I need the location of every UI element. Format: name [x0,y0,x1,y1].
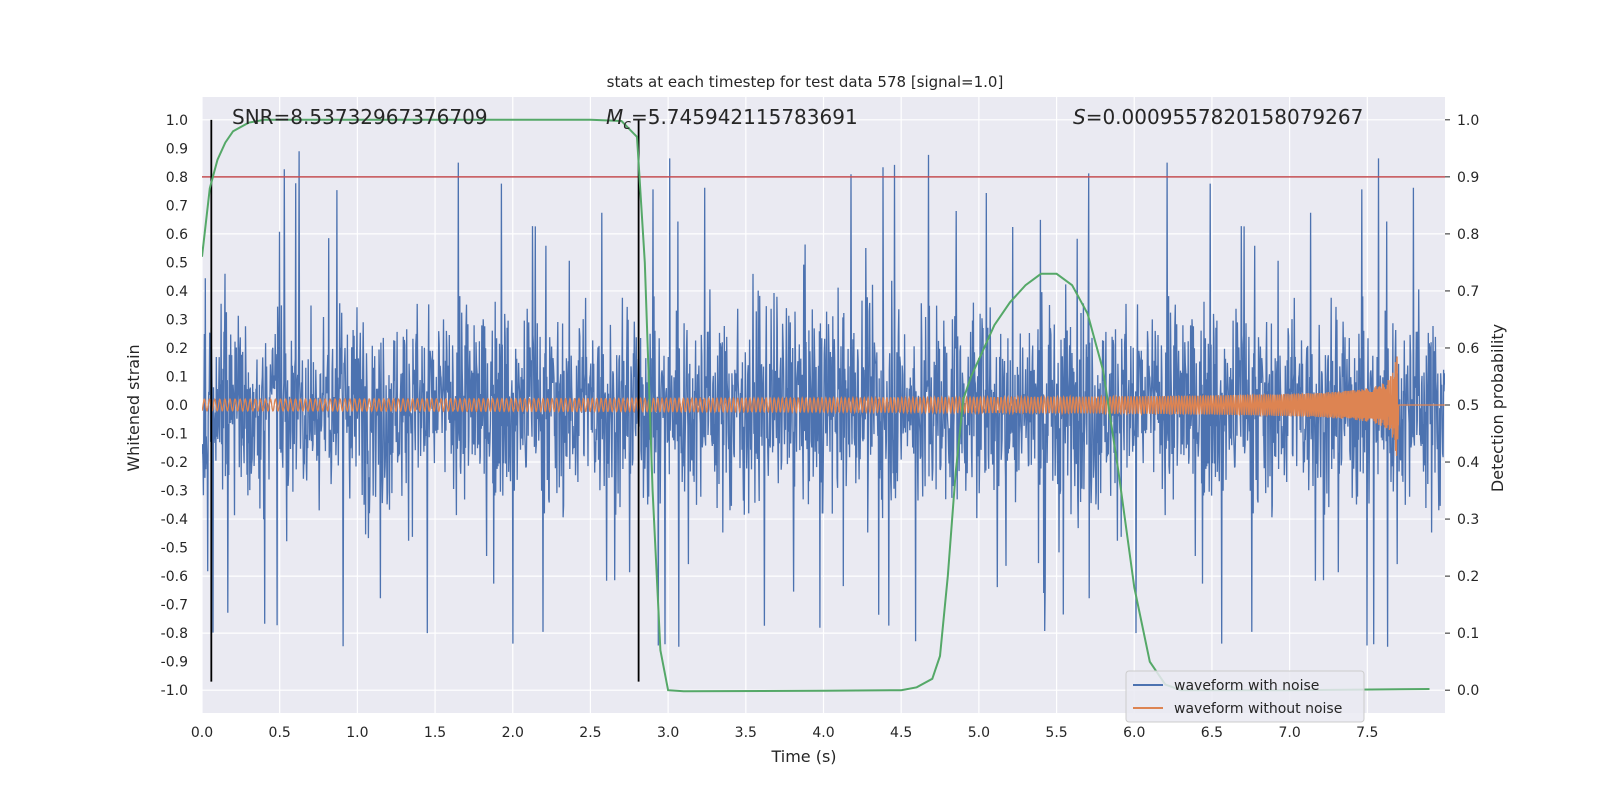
chirp-mass-subscript: c [623,117,631,133]
plot-series-group [202,118,1445,693]
y-tick-label-left: -0.7 [161,598,188,614]
y-tick-label-left: 0.8 [166,170,188,186]
x-tick-label: 7.0 [1278,725,1300,741]
y-tick-label-left: 0.3 [166,312,188,328]
y-tick-label-left: -0.3 [161,484,188,500]
legend-label-clean: waveform without noise [1174,701,1342,717]
y-tick-label-right: 0.3 [1457,512,1479,528]
y-tick-label-left: -1.0 [161,683,188,699]
chirp-mass-symbol: M [606,105,623,129]
x-tick-label: 1.0 [346,725,368,741]
x-tick-label: 6.5 [1201,725,1223,741]
y-tick-label-right: 0.4 [1457,455,1479,471]
snr-annotation: SNR=8.53732967376709 [232,105,488,129]
series-line-waveform-with-noise [202,151,1445,647]
y-axis-label-right: Detection probability [1488,324,1507,492]
y-tick-label-left: -0.8 [161,626,188,642]
y-tick-label-right: 0.2 [1457,569,1479,585]
y-tick-label-right: 1.0 [1457,113,1479,129]
x-tick-label: 5.5 [1045,725,1067,741]
plot-area: 0.0 0.5 1.0 1.5 2.0 2.5 3.0 3.5 4.0 4.5 5.0 5.5 6.0 6… [161,97,1479,741]
y-tick-label-right: 0.0 [1457,683,1479,699]
y-tick-label-left: 0.0 [166,398,188,414]
y-tick-label-left: -0.4 [161,512,188,528]
chart-title: stats at each timestep for test data 578… [607,73,1004,91]
y-tick-label-right: 0.6 [1457,341,1479,357]
x-tick-label: 4.5 [890,725,912,741]
x-tick-label: 3.5 [735,725,757,741]
x-axis-label: Time (s) [770,747,836,766]
x-tick-label: 0.5 [269,725,291,741]
x-tick-label: 4.0 [812,725,834,741]
legend-box [1125,670,1365,723]
legend-label-noise: waveform with noise [1174,678,1319,694]
x-tick-label: 2.0 [502,725,524,741]
s-value: =0.0009557820158079267 [1086,105,1364,129]
y-tick-label-left: -0.1 [161,427,188,443]
y-tick-label-left: 0.5 [166,255,188,271]
y-tick-label-left: 0.6 [166,227,188,243]
y-tick-label-left: 0.2 [166,341,188,357]
y-tick-label-right: 0.7 [1457,284,1479,300]
y-tick-label-left: -0.5 [161,541,188,557]
y-tick-label-right: 0.5 [1457,398,1479,414]
x-tick-label: 3.0 [657,725,679,741]
x-tick-label: 1.5 [424,725,446,741]
x-tick-label: 6.0 [1123,725,1145,741]
y-tick-label-left: 0.4 [166,284,188,300]
x-tick-label: 5.0 [968,725,990,741]
y-tick-label-left: -0.2 [161,455,188,471]
y-tick-label-left: -0.6 [161,569,188,585]
series-line-detection-probability [202,118,1430,693]
y-tick-label-left: 0.9 [166,141,188,157]
chirp-mass-annotation: Mc=5.745942115783691 [606,105,858,133]
y-tick-label-right: 0.1 [1457,626,1479,642]
s-annotation: S=0.0009557820158079267 [1073,105,1363,129]
x-tick-label: 7.5 [1356,725,1378,741]
s-symbol: S [1073,105,1086,129]
y-tick-label-left: 0.1 [166,369,188,385]
y-tick-label-left: 1.0 [166,113,188,129]
y-tick-label-left: 0.7 [166,198,188,214]
chirp-mass-value: =5.745942115783691 [631,105,858,129]
y-tick-label-right: 0.8 [1457,227,1479,243]
y-tick-label-right: 0.9 [1457,170,1479,186]
series-line-waveform-without-noise [202,356,1445,456]
legend: waveform with noise waveform without noi… [1125,670,1365,723]
y-axis-label-left: Whitened strain [124,344,143,471]
y-tick-label-left: -0.9 [161,655,188,671]
x-tick-label: 0.0 [191,725,213,741]
x-tick-label: 2.5 [579,725,601,741]
